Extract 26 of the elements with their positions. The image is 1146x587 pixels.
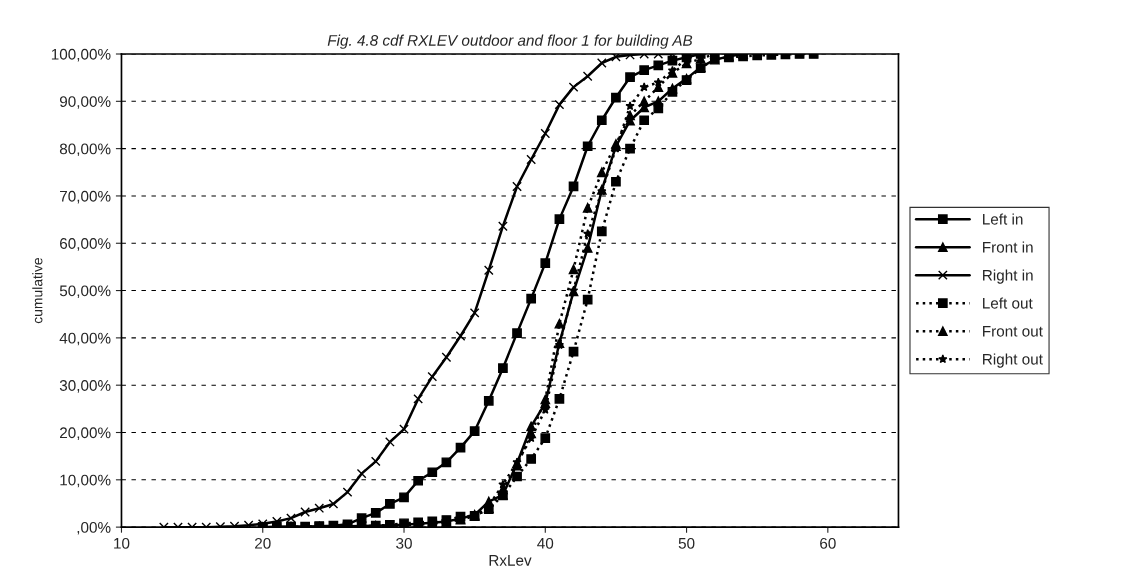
y-tick-label: 20,00% bbox=[60, 427, 111, 440]
y-tick-label: 50,00% bbox=[59, 285, 111, 299]
legend-label: Right out bbox=[983, 353, 1043, 368]
chart-title: Fig. 4.8 cdf RXLEV outdoor and floor 1 for building AB bbox=[327, 34, 693, 49]
y-tick-label: 40,00% bbox=[59, 332, 111, 346]
legend-label: Front in bbox=[983, 241, 1033, 253]
x-tick-label: 20 bbox=[255, 537, 271, 549]
y-tick-label: 60,00% bbox=[60, 238, 111, 251]
legend-label: Front out bbox=[983, 325, 1043, 337]
y-tick-label: 30,00% bbox=[59, 380, 111, 393]
y-tick-label: 70,00% bbox=[60, 190, 111, 204]
x-tick-label: 50 bbox=[678, 537, 695, 549]
x-tick-label: 60 bbox=[820, 537, 836, 549]
y-tick-label: 80,00% bbox=[59, 143, 111, 157]
y-tick-label: 90,00% bbox=[59, 96, 111, 109]
x-tick-label: 30 bbox=[396, 537, 412, 549]
y-tick-label: 10,00% bbox=[60, 474, 111, 488]
x-tick-label: 10 bbox=[114, 537, 130, 549]
legend-label: Left out bbox=[983, 297, 1033, 309]
x-tick-label: 40 bbox=[537, 537, 554, 549]
y-tick-label: ,00% bbox=[77, 521, 111, 535]
y-axis-title: cumulative bbox=[32, 257, 43, 324]
legend-label: Left in bbox=[983, 213, 1023, 225]
x-axis-title: RxLev bbox=[489, 555, 532, 566]
y-tick-label: 100,00% bbox=[51, 48, 111, 62]
legend-label: Right in bbox=[983, 269, 1033, 284]
